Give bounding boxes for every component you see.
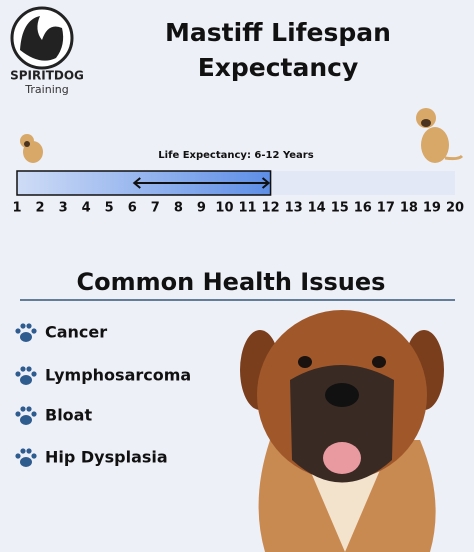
paw-toe — [31, 453, 37, 459]
tick-label: 7 — [151, 201, 160, 216]
paw-toe — [31, 371, 37, 377]
logo-name: SPIRITDOG — [10, 69, 84, 83]
title: Expectancy — [198, 53, 359, 82]
paw-toe — [31, 411, 37, 417]
paw-pad — [20, 332, 32, 342]
paw-icon — [15, 406, 37, 425]
health-issue: Hip Dysplasia — [45, 448, 168, 467]
tick-label: 10 — [215, 201, 233, 216]
paw-toe — [15, 371, 21, 377]
paw-toe — [15, 411, 21, 417]
tick-label: 5 — [105, 201, 114, 216]
tick-label: 20 — [446, 201, 464, 216]
paw-toe — [20, 366, 26, 372]
paw-icon — [15, 448, 37, 467]
expectancy-arrow — [132, 177, 271, 189]
paw-toe — [26, 448, 32, 454]
timeline-label: Life Expectancy: 6-12 Years — [158, 150, 313, 161]
tick-label: 12 — [262, 201, 280, 216]
tick-label: 19 — [423, 201, 441, 216]
tick-label: 18 — [400, 201, 418, 216]
paw-pad — [20, 457, 32, 467]
tick-label: 17 — [377, 201, 395, 216]
tick-label: 6 — [128, 201, 137, 216]
small-dog-icon — [416, 108, 464, 163]
tick-label: 16 — [354, 201, 372, 216]
tick-label: 1 — [12, 201, 21, 216]
tick-label: 9 — [197, 201, 206, 216]
tick-label: 2 — [36, 201, 45, 216]
tick-label: 11 — [238, 201, 256, 216]
tick-label: 4 — [82, 201, 91, 216]
paw-toe — [31, 328, 37, 334]
tick-label: 15 — [331, 201, 349, 216]
paw-toe — [26, 406, 32, 412]
paw-pad — [20, 415, 32, 425]
small-dog-icon — [20, 134, 43, 163]
section-title: Common Health Issues — [77, 268, 386, 296]
logo-tagline: Training — [24, 83, 68, 96]
paw-toe — [26, 323, 32, 329]
paw-toe — [20, 448, 26, 454]
paw-toe — [20, 323, 26, 329]
mastiff-illustration — [240, 310, 444, 552]
logo: SPIRITDOG Training — [10, 6, 84, 96]
paw-toe — [26, 366, 32, 372]
health-issue: Cancer — [45, 323, 107, 342]
tick-label: 13 — [285, 201, 303, 216]
tick-label: 8 — [174, 201, 183, 216]
paw-icon — [15, 366, 37, 385]
paw-toe — [15, 453, 21, 459]
paw-toe — [20, 406, 26, 412]
tick-label: 3 — [59, 201, 68, 216]
paw-icon — [15, 323, 37, 342]
health-issue: Lymphosarcoma — [45, 366, 191, 385]
title: Mastiff Lifespan — [165, 18, 391, 47]
paw-pad — [20, 375, 32, 385]
health-issue: Bloat — [45, 406, 92, 425]
tick-label: 14 — [308, 201, 326, 216]
paw-toe — [15, 328, 21, 334]
